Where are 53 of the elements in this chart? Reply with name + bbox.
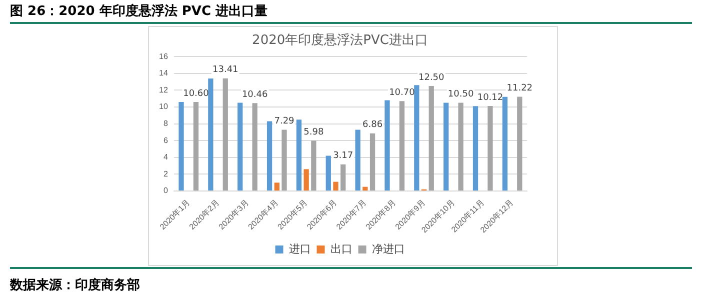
y-tick-label: 8 (163, 119, 168, 128)
bar (384, 100, 390, 191)
legend-label: 出口 (330, 242, 352, 256)
data-label: 7.29 (274, 116, 295, 127)
y-tick-label: 2 (163, 169, 168, 178)
y-tick-label: 14 (158, 68, 168, 78)
data-label: 10.12 (477, 92, 504, 103)
bar (488, 106, 493, 191)
bar (282, 130, 287, 191)
bar (304, 169, 309, 191)
chart-title: 2020年印度悬浮法PVC进出口 (252, 32, 428, 48)
legend-label: 进口 (288, 242, 311, 256)
bar (399, 101, 405, 191)
caption: 图 26：2020 年印度悬浮法 PVC 进出口量 (10, 2, 268, 20)
bar (178, 102, 184, 191)
y-tick-label: 0 (163, 186, 168, 196)
data-label: 10.50 (448, 90, 474, 100)
bar (355, 130, 360, 191)
data-label: 5.98 (304, 128, 324, 138)
data-label: 11.22 (506, 84, 533, 94)
data-label: 6.86 (362, 120, 383, 130)
bar (238, 102, 243, 191)
bar (458, 102, 464, 191)
bar (414, 85, 420, 191)
bar (252, 103, 258, 191)
bar (428, 86, 434, 191)
y-tick-label: 4 (163, 152, 168, 162)
bar (326, 156, 331, 191)
data-label: 3.17 (333, 151, 354, 162)
bar (502, 96, 508, 191)
bar (340, 164, 346, 191)
data-label: 12.50 (418, 72, 445, 83)
data-label: 10.46 (242, 90, 268, 100)
bar (266, 121, 272, 191)
bar (472, 106, 478, 191)
bar (222, 78, 228, 191)
y-tick-label: 10 (158, 102, 168, 112)
y-tick-label: 6 (163, 136, 168, 145)
y-tick-label: 16 (158, 52, 168, 61)
bar (296, 120, 302, 191)
bar (362, 186, 368, 191)
bar (208, 78, 214, 191)
data-label: 13.41 (212, 65, 238, 76)
legend-label: 净进口 (372, 242, 405, 256)
bar (311, 140, 316, 191)
bar (193, 102, 199, 191)
y-tick-label: 12 (158, 85, 168, 94)
bar (333, 182, 338, 191)
source-note: 数据来源：印度商务部 (10, 276, 140, 294)
bar (370, 133, 376, 191)
bar (444, 102, 449, 191)
bar (274, 182, 280, 191)
bar (517, 96, 522, 191)
